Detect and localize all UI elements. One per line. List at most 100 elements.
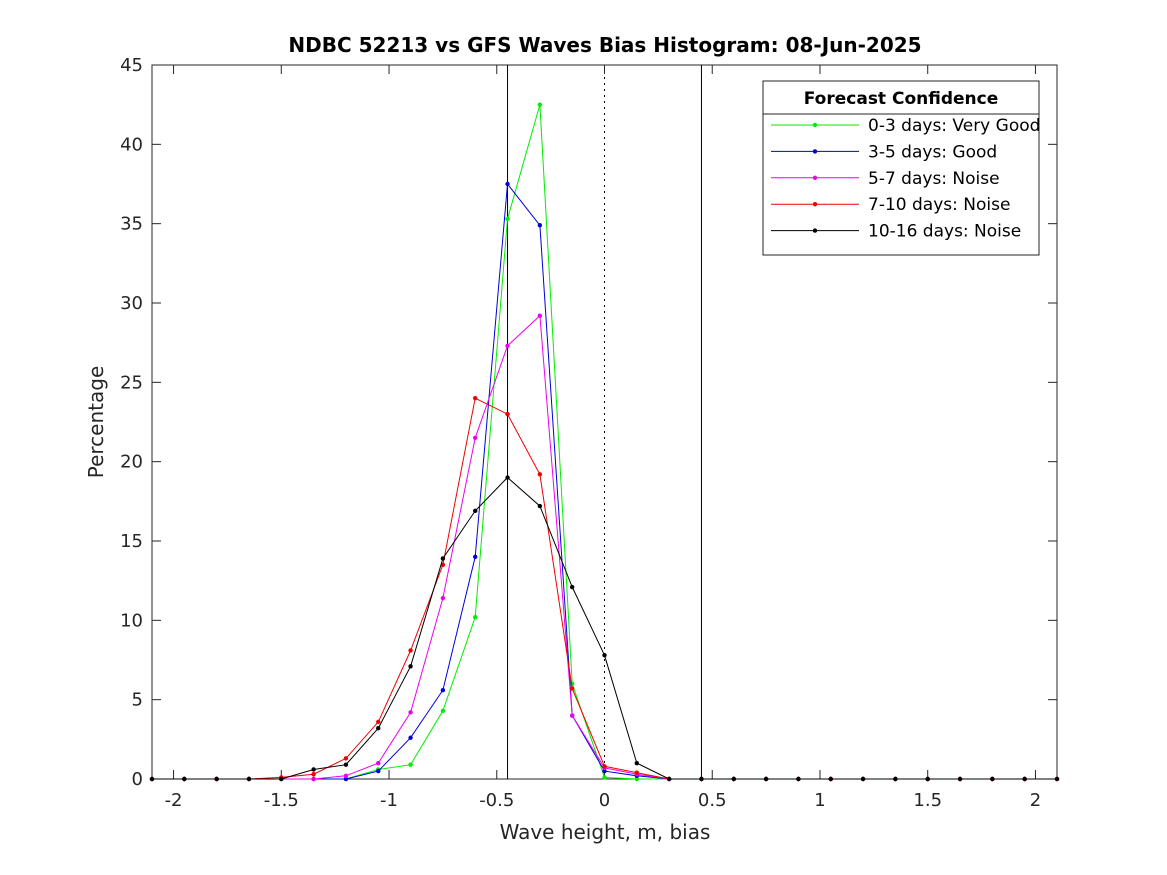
data-point [537,102,543,107]
series-5 [149,475,1060,782]
data-point [505,216,510,222]
data-point [311,776,316,782]
data-point [763,776,769,782]
y-tick-label: 25 [120,372,143,393]
data-point [699,776,704,782]
data-point [925,776,930,782]
data-point [569,713,575,718]
legend-label: 10-16 days: Noise [868,222,1021,242]
data-point [440,595,446,601]
data-point [473,435,478,441]
data-point [473,508,478,514]
data-point [343,776,349,782]
data-point [957,776,963,782]
legend-label: 3-5 days: Good [868,142,997,162]
data-point [537,313,543,318]
legend-label: 0-3 days: Very Good [868,116,1040,136]
legend-swatch-marker [812,149,818,154]
data-point [1022,776,1027,782]
legend-label: 5-7 days: Noise [868,169,1000,189]
data-point [505,411,510,417]
data-point [602,775,607,780]
data-point [408,664,413,669]
legend-item: 0-3 days: Very Good [771,116,1040,136]
data-point [311,767,316,772]
data-point [182,776,187,782]
data-point [569,584,575,590]
data-point [473,614,478,620]
data-point [537,472,543,477]
x-tick-label: 1.5 [913,790,942,811]
legend-swatch-marker [812,175,818,180]
data-point [602,768,607,774]
data-point [537,223,543,228]
data-point [408,762,413,767]
legend-swatch-marker [812,122,818,128]
data-point [279,776,284,782]
legend-item: 7-10 days: Noise [771,195,1010,215]
y-tick-label: 15 [120,531,143,552]
data-point [473,396,478,401]
data-point [343,756,349,761]
data-point [893,776,898,782]
data-point [828,776,833,782]
legend-item: 3-5 days: Good [771,142,997,162]
x-tick-label: -0.5 [479,790,514,811]
data-point [149,776,155,782]
y-tick-label: 30 [120,293,143,314]
data-point [731,776,736,782]
data-point [376,760,381,766]
x-axis-label: Wave height, m, bias [500,820,711,844]
data-point [214,776,219,782]
legend-item: 5-7 days: Noise [771,169,1000,189]
x-tick-label: -1 [380,790,398,811]
data-point [343,762,349,767]
x-tick-label: -2 [165,790,183,811]
chart-title: NDBC 52213 vs GFS Waves Bias Histogram: … [288,33,921,57]
data-point [505,475,510,480]
x-tick-label: -1.5 [264,790,299,811]
y-tick-label: 40 [120,134,143,155]
data-point [634,770,640,775]
y-tick-label: 0 [132,769,143,790]
legend-item: 10-16 days: Noise [771,222,1021,242]
legend: Forecast Confidence 0-3 days: Very Good 3-… [762,80,1040,256]
data-point [537,503,543,509]
legend-label: 7-10 days: Noise [868,195,1010,215]
data-point [376,719,381,725]
data-point [602,653,607,658]
data-point [408,735,413,740]
data-point [246,776,252,782]
x-tick-label: 0.5 [698,790,727,811]
legend-box [762,80,1040,256]
y-axis-label: Percentage [84,366,108,479]
y-tick-label: 10 [120,610,143,631]
data-point [666,776,672,782]
data-point [440,687,446,693]
x-tick-label: 1 [814,790,825,811]
data-point [990,776,995,782]
y-tick-label: 5 [132,690,143,711]
data-point [634,760,640,766]
data-point [473,554,478,560]
legend-swatch-marker [812,228,818,233]
data-point [376,768,381,774]
y-tick-label: 45 [120,55,143,76]
data-point [602,764,607,769]
x-tick-label: 0 [599,790,610,811]
data-point [569,686,575,691]
legend-swatch-marker [812,202,818,207]
data-point [408,648,413,653]
data-point [634,776,640,782]
data-point [343,773,349,779]
data-point [1054,776,1060,782]
data-point [505,181,510,187]
data-point [796,776,801,782]
data-point [505,343,510,349]
data-point [408,710,413,715]
data-point [440,708,446,713]
data-point [440,556,446,561]
legend-title: Forecast Confidence [804,89,999,109]
data-point [860,776,866,782]
